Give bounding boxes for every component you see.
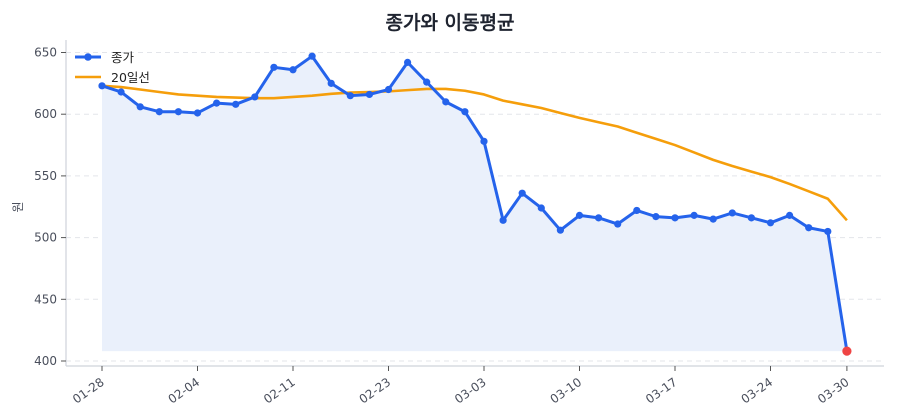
data-point-marker — [786, 211, 794, 219]
data-point-marker — [461, 108, 469, 116]
x-tick-label: 02-11 — [261, 375, 298, 406]
x-axis-ticks: 01-28 02-04 02-11 02-23 03-03 03-10 03-17 03-24… — [70, 366, 852, 406]
data-point-marker — [824, 227, 832, 236]
axes — [65, 40, 884, 367]
data-point-marker — [404, 58, 412, 66]
close-area-fill — [102, 56, 847, 352]
y-tick-label: 650 — [34, 46, 57, 60]
ma20-line — [101, 84, 848, 222]
chart-title: 종가와 이동평균 — [385, 12, 515, 34]
y-tick-label: 550 — [34, 169, 57, 183]
data-point-marker — [499, 216, 507, 224]
x-tick-label: 03-17 — [643, 375, 680, 406]
y-tick-label: 400 — [34, 354, 57, 368]
data-point-marker — [575, 211, 584, 219]
data-point-marker — [442, 98, 450, 106]
x-tick-label: 03-10 — [548, 375, 585, 406]
x-tick-label: 02-04 — [166, 375, 203, 406]
data-point-marker — [289, 66, 297, 74]
data-point-marker — [614, 220, 622, 228]
x-tick-label: 03-24 — [739, 375, 776, 406]
data-point-marker — [270, 63, 278, 71]
data-point-marker — [155, 108, 163, 116]
x-tick-label: 03-30 — [815, 375, 852, 406]
data-point-marker — [652, 213, 660, 221]
y-axis-ticks: 400 450 500 550 600 650 — [34, 46, 66, 368]
legend-close-marker — [84, 53, 92, 61]
data-point-marker — [633, 206, 641, 215]
data-point-marker — [747, 214, 756, 222]
data-point-marker — [595, 214, 603, 222]
data-point-marker — [690, 211, 698, 219]
legend-close-label: 종가 — [111, 50, 135, 65]
data-point-marker — [805, 224, 813, 232]
data-point-marker — [556, 226, 565, 234]
close-line — [101, 54, 849, 352]
y-tick-label: 600 — [34, 107, 57, 121]
data-point-marker — [117, 88, 125, 96]
data-point-marker — [766, 219, 775, 227]
data-point-marker — [136, 103, 144, 111]
data-point-marker — [308, 52, 316, 60]
data-point-marker — [213, 99, 221, 107]
data-point-marker — [98, 82, 106, 90]
legend: 종가 20일선 — [75, 50, 150, 85]
legend-ma-label: 20일선 — [111, 70, 150, 85]
x-tick-label: 01-28 — [70, 375, 107, 406]
data-point-marker — [174, 108, 182, 116]
y-axis-label: 원 — [11, 201, 25, 212]
data-point-marker — [423, 78, 431, 86]
last-point-marker — [842, 346, 852, 356]
x-tick-label: 03-03 — [452, 375, 489, 406]
data-point-marker — [671, 214, 679, 222]
data-point-marker — [251, 93, 259, 101]
data-point-marker — [384, 85, 393, 94]
y-tick-label: 450 — [34, 292, 57, 306]
data-point-marker — [232, 100, 240, 108]
data-point-marker — [537, 204, 545, 212]
data-point-marker — [709, 215, 717, 223]
data-point-marker — [728, 209, 736, 217]
close-markers — [98, 52, 852, 356]
data-point-marker — [518, 189, 526, 197]
data-point-marker — [327, 79, 335, 87]
data-point-marker — [193, 109, 202, 117]
data-point-marker — [365, 90, 373, 99]
data-point-marker — [346, 92, 354, 100]
y-tick-label: 500 — [34, 231, 57, 245]
x-tick-label: 02-23 — [357, 375, 394, 406]
data-point-marker — [480, 137, 488, 145]
